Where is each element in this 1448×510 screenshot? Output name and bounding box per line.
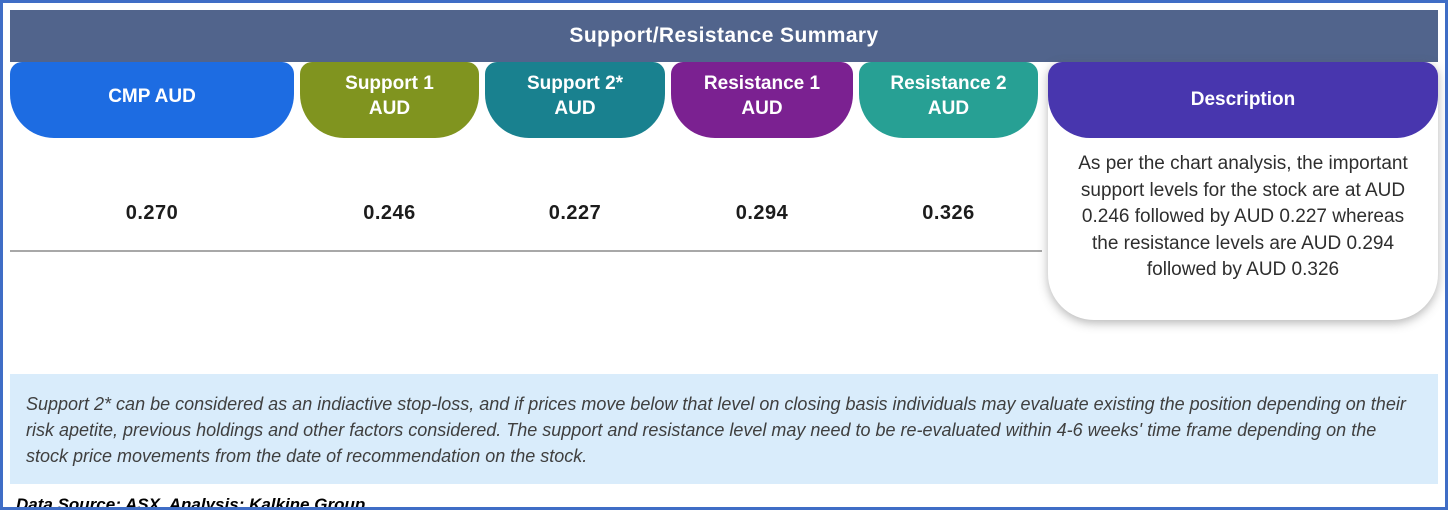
value-support2: 0.227 [548, 202, 602, 224]
description-text: As per the chart analysis, the important… [1078, 153, 1408, 281]
column-header-resistance2: Resistance 2 AUD [859, 62, 1038, 138]
values-row: 0.270 0.246 0.227 0.294 0.326 [10, 138, 1438, 250]
footnote-strip: Support 2* can be considered as an india… [10, 374, 1438, 485]
value-support1: 0.246 [363, 202, 416, 224]
data-source-line: Data Source: ASX, Analysis: Kalkine Grou… [16, 495, 366, 510]
values-divider-line [10, 250, 1042, 252]
column-header-description: Description [1048, 62, 1438, 138]
value-resistance1: 0.294 [735, 202, 789, 224]
column-header-row: CMP AUD Support 1 AUD Support 2* AUD Res… [10, 62, 1438, 138]
column-header-resistance1: Resistance 1 AUD [671, 62, 853, 138]
summary-table: CMP AUD Support 1 AUD Support 2* AUD Res… [10, 62, 1438, 374]
column-header-support1: Support 1 AUD [300, 62, 479, 138]
table-title-bar: Support/Resistance Summary [10, 10, 1438, 62]
value-cmp: 0.270 [125, 202, 179, 224]
value-resistance2: 0.326 [922, 202, 975, 224]
column-header-support2: Support 2* AUD [485, 62, 665, 138]
column-header-cmp: CMP AUD [10, 62, 294, 138]
description-card: Description As per the chart analysis, t… [1048, 62, 1438, 320]
